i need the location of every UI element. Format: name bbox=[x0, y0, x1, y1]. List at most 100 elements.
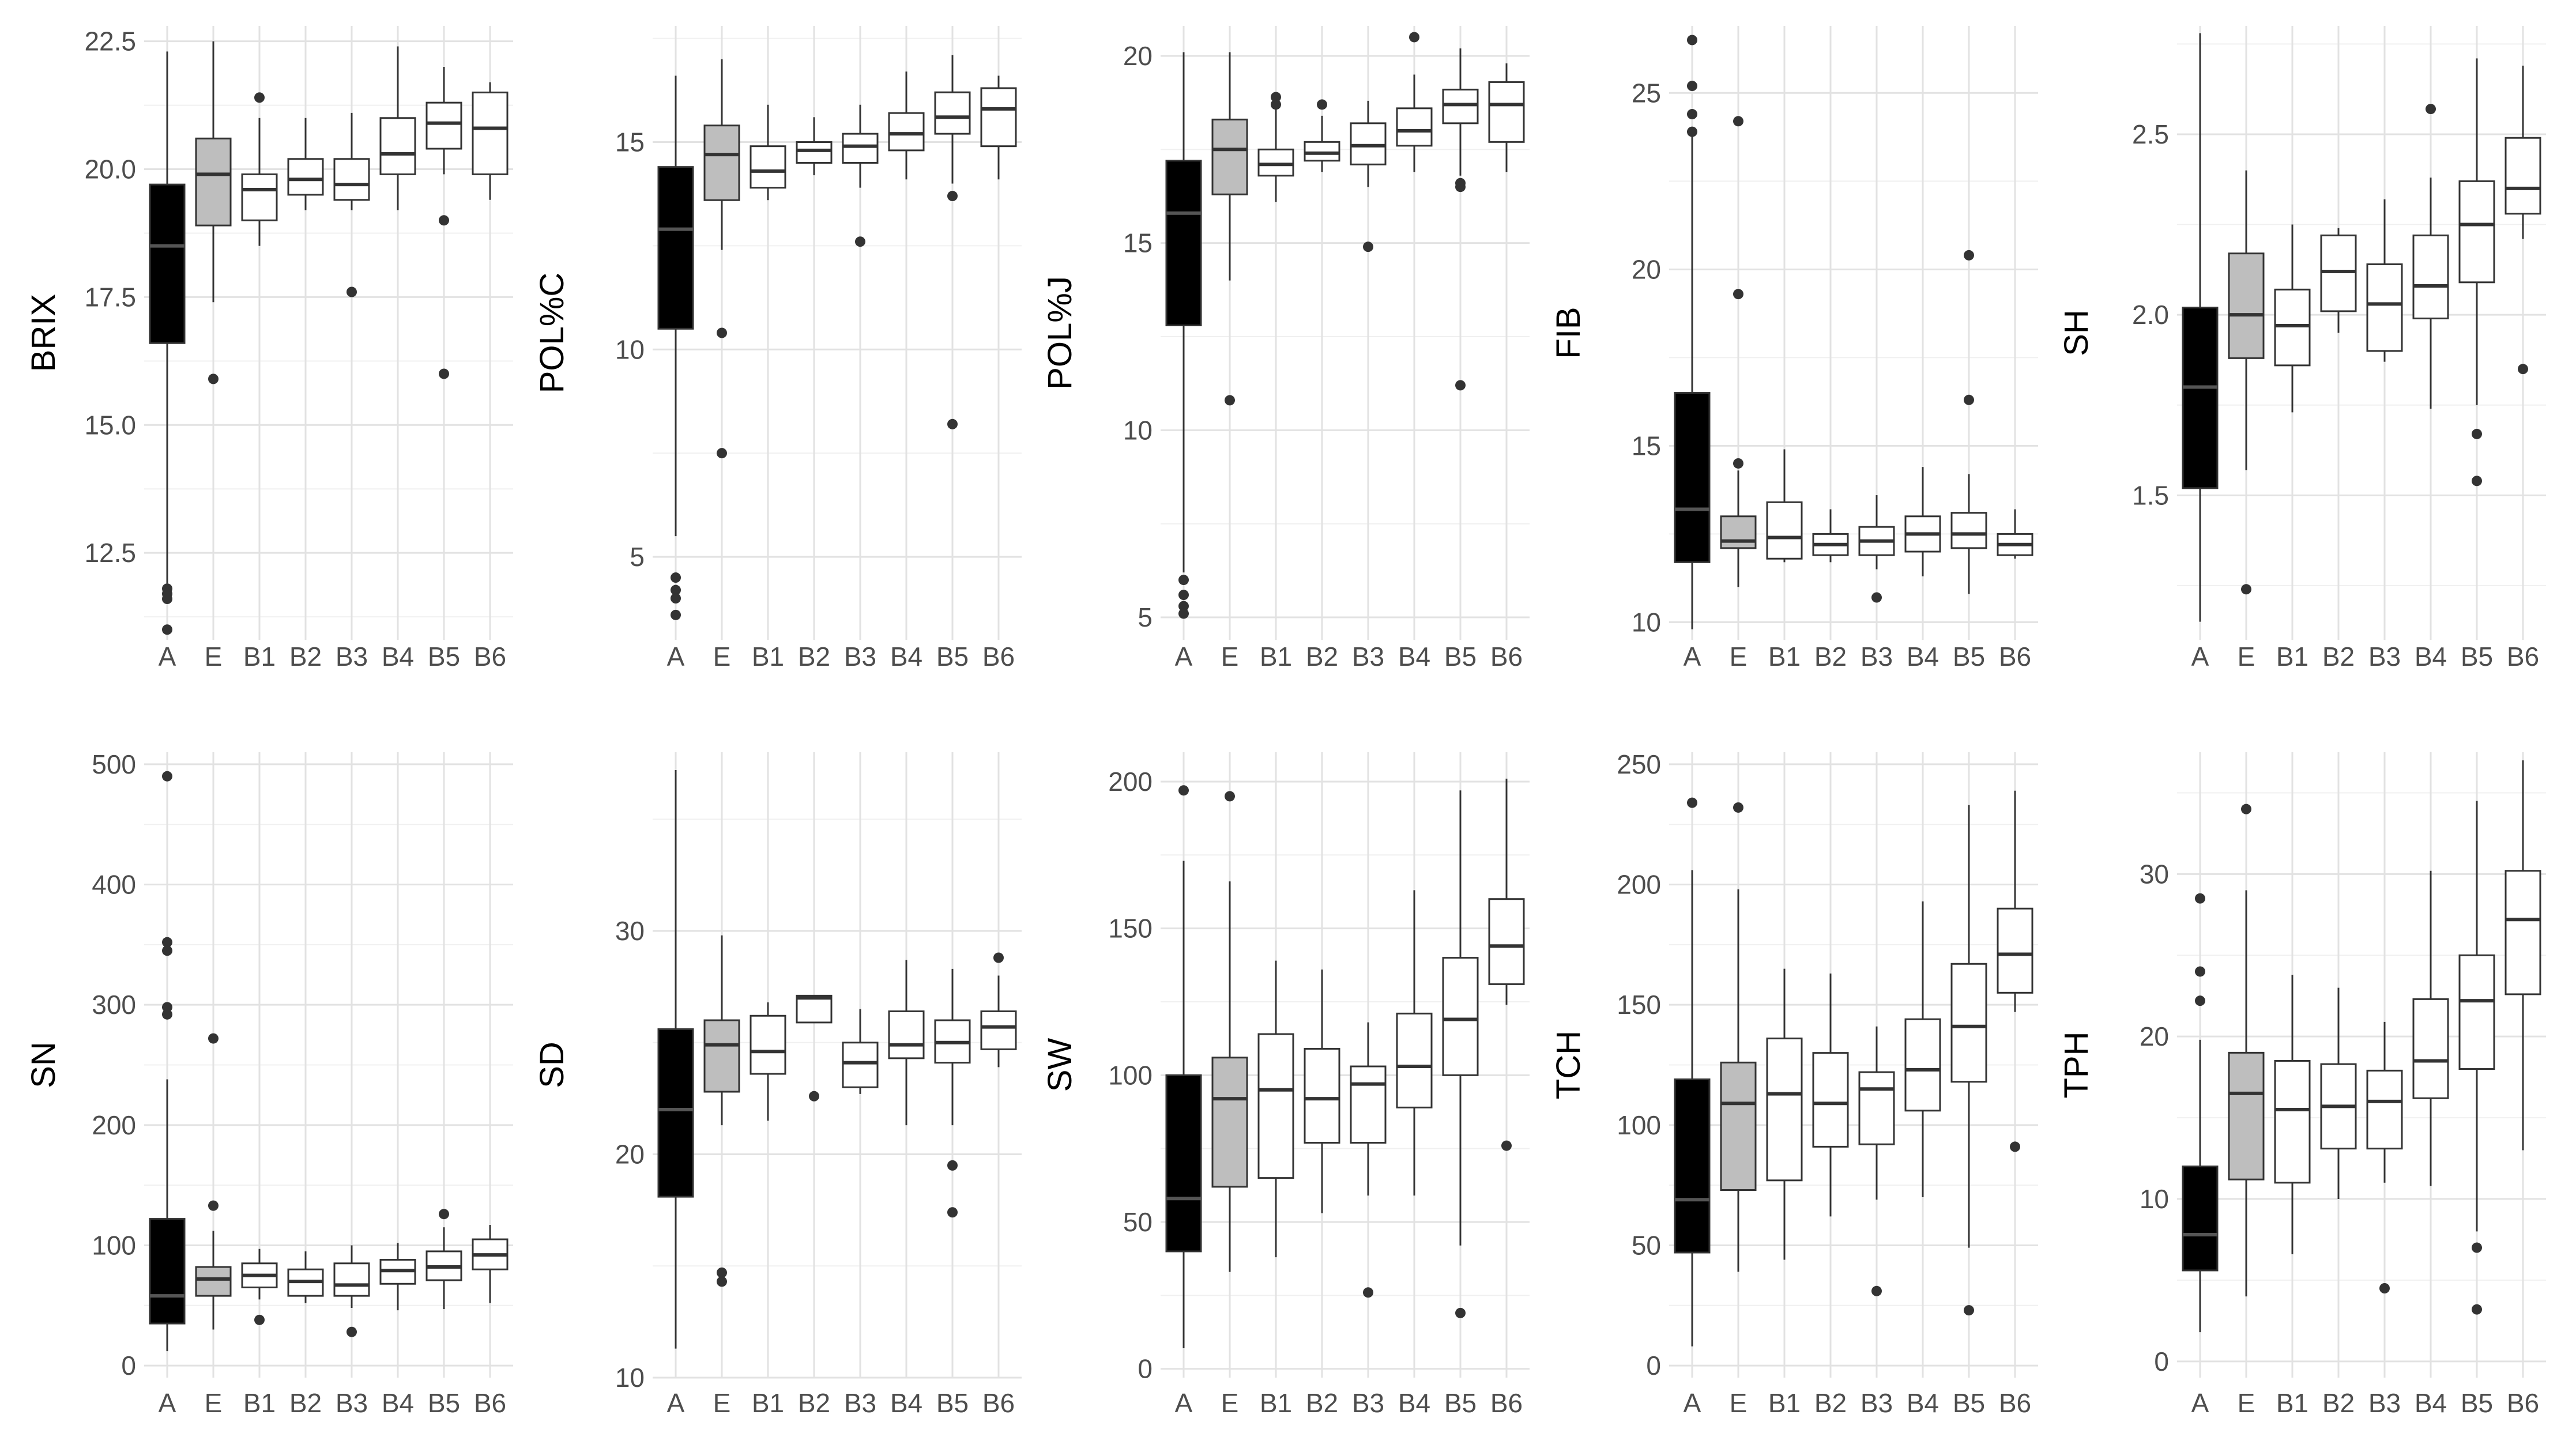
x-tick-label: B3 bbox=[844, 642, 876, 672]
outlier-point bbox=[162, 945, 172, 956]
y-tick-label: 150 bbox=[1617, 990, 1661, 1020]
iqr-box bbox=[1858, 1071, 1895, 1145]
x-tick-label: E bbox=[2238, 1388, 2255, 1418]
box-b5 bbox=[2458, 801, 2495, 1315]
outlier-point bbox=[439, 1209, 449, 1220]
outlier-point bbox=[1271, 99, 1281, 110]
x-tick-label: B3 bbox=[844, 1388, 876, 1418]
y-tick-label: 2.5 bbox=[2132, 119, 2169, 149]
x-tick-label: B3 bbox=[1352, 1388, 1384, 1418]
y-tick-label: 400 bbox=[92, 870, 136, 900]
box-a bbox=[1674, 35, 1711, 629]
x-tick-label: A bbox=[1684, 1388, 1701, 1418]
outlier-point bbox=[1363, 1287, 1373, 1298]
box-b3 bbox=[333, 1245, 370, 1337]
x-tick-label: B5 bbox=[1444, 642, 1477, 672]
box-e bbox=[703, 59, 740, 459]
box-a bbox=[657, 76, 694, 620]
x-tick-label: B1 bbox=[752, 642, 784, 672]
y-axis-label: SN bbox=[25, 1042, 62, 1088]
x-tick-label: B1 bbox=[2276, 1388, 2308, 1418]
outlier-point bbox=[1455, 380, 1466, 391]
outlier-point bbox=[1733, 289, 1743, 300]
x-tick-label: B1 bbox=[1260, 642, 1292, 672]
x-tick-label: E bbox=[1221, 1388, 1239, 1418]
outlier-point bbox=[254, 1314, 265, 1325]
outlier-point bbox=[1178, 601, 1189, 612]
chart-panel-sw: 0 50 100 150 200 A E B1 B2 B3 B4 B5 B6 SW bbox=[1041, 752, 1530, 1418]
y-tick-label: 200 bbox=[1617, 870, 1661, 900]
iqr-box bbox=[1396, 107, 1433, 147]
x-tick-label: A bbox=[159, 642, 176, 672]
y-axis-label: FIB bbox=[1550, 307, 1587, 359]
box-b3 bbox=[2366, 199, 2403, 362]
outlier-point bbox=[208, 1033, 219, 1044]
box-b3 bbox=[1350, 100, 1387, 252]
x-tick-label: B5 bbox=[2461, 642, 2493, 672]
outlier-point bbox=[671, 593, 681, 604]
x-tick-label: B4 bbox=[2415, 1388, 2447, 1418]
box-a bbox=[149, 51, 186, 635]
y-axis-label: SH bbox=[2058, 310, 2095, 356]
outlier-point bbox=[347, 1326, 357, 1337]
x-tick-label: B4 bbox=[1398, 642, 1430, 672]
y-tick-label: 17.5 bbox=[84, 282, 136, 312]
outlier-point bbox=[162, 624, 172, 635]
box-b6 bbox=[980, 952, 1017, 1068]
y-axis-label: BRIX bbox=[25, 294, 62, 372]
x-tick-label: A bbox=[1684, 642, 1701, 672]
box-b2 bbox=[1812, 973, 1849, 1217]
box-b3 bbox=[1350, 1022, 1387, 1298]
box-e bbox=[1211, 52, 1248, 406]
iqr-box bbox=[241, 173, 278, 221]
iqr-box bbox=[149, 183, 186, 344]
y-tick-label: 15.0 bbox=[84, 410, 136, 440]
outlier-point bbox=[717, 448, 727, 459]
x-tick-label: B1 bbox=[243, 1388, 276, 1418]
box-b3 bbox=[333, 112, 370, 297]
x-tick-label: B1 bbox=[1768, 642, 1801, 672]
box-b6 bbox=[980, 76, 1017, 180]
y-tick-label: 5 bbox=[1138, 602, 1153, 632]
y-tick-label: 10 bbox=[1123, 415, 1153, 445]
x-tick-label: B4 bbox=[1398, 1388, 1430, 1418]
iqr-box bbox=[934, 91, 971, 135]
x-tick-label: B3 bbox=[1352, 642, 1384, 672]
x-tick-label: E bbox=[1730, 642, 1748, 672]
x-tick-label: B4 bbox=[1907, 642, 1939, 672]
box-b2 bbox=[1304, 99, 1340, 172]
box-b1 bbox=[750, 104, 786, 201]
y-tick-label: 150 bbox=[1108, 914, 1153, 944]
iqr-box bbox=[2412, 998, 2449, 1099]
y-tick-label: 0 bbox=[1646, 1351, 1661, 1381]
iqr-box bbox=[2505, 870, 2541, 995]
iqr-box bbox=[796, 141, 833, 164]
iqr-box bbox=[1165, 160, 1202, 327]
x-tick-label: A bbox=[1175, 642, 1193, 672]
outlier-point bbox=[2010, 1141, 2020, 1152]
outlier-point bbox=[947, 1160, 958, 1171]
y-tick-label: 50 bbox=[1632, 1230, 1661, 1260]
y-tick-label: 20 bbox=[1632, 254, 1661, 284]
box-b2 bbox=[1304, 969, 1340, 1213]
box-b6 bbox=[1488, 778, 1525, 1151]
iqr-box bbox=[2458, 180, 2495, 284]
box-b4 bbox=[1396, 32, 1433, 172]
box-b1 bbox=[2274, 224, 2311, 413]
box-a bbox=[2182, 33, 2219, 622]
outlier-point bbox=[1178, 608, 1189, 619]
box-b5 bbox=[1950, 250, 1987, 594]
y-tick-label: 0 bbox=[2154, 1347, 2169, 1376]
outlier-point bbox=[439, 368, 449, 379]
iqr-box bbox=[333, 1262, 370, 1297]
chart-panel-sh: 1.5 2.0 2.5 A E B1 B2 B3 B4 B5 B6 SH bbox=[2058, 26, 2546, 672]
outlier-point bbox=[1871, 1285, 1882, 1296]
box-b2 bbox=[2320, 987, 2357, 1199]
x-tick-label: B2 bbox=[798, 642, 830, 672]
x-tick-label: B2 bbox=[1306, 1388, 1338, 1418]
x-tick-label: B2 bbox=[2322, 642, 2355, 672]
box-b3 bbox=[2366, 1021, 2403, 1293]
x-tick-label: B2 bbox=[798, 1388, 830, 1418]
outlier-point bbox=[2472, 428, 2482, 439]
x-tick-label: B3 bbox=[2368, 1388, 2401, 1418]
